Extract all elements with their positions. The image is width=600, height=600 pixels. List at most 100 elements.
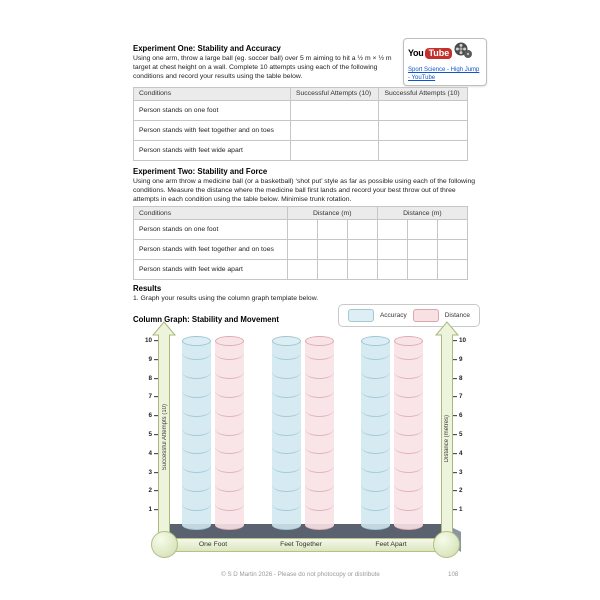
y-axis-tick: 8 — [133, 375, 158, 382]
column-cap — [394, 336, 423, 346]
distance-results-table: Conditions Distance (m) Distance (m) Per… — [133, 206, 469, 281]
input-cell — [406, 259, 438, 281]
table-row: Person stands with feet wide apart — [133, 259, 469, 281]
input-cell — [436, 219, 469, 241]
youtube-video-link[interactable]: Sport Science - High Jump - YouTube — [408, 67, 480, 82]
input-cell — [346, 239, 378, 261]
y-axis-tick: 3 — [133, 469, 158, 476]
table-header-row: Conditions Distance (m) Distance (m) — [133, 206, 469, 221]
input-cell — [406, 239, 438, 261]
condition-label: Person stands with feet wide apart — [133, 259, 288, 281]
results-title: Results — [133, 284, 162, 294]
y-axis-tick: 6 — [133, 412, 158, 419]
graph-column-distance — [305, 336, 334, 532]
table-row: Person stands with feet wide apart — [133, 139, 468, 161]
table-row: Person stands on one foot — [133, 219, 469, 241]
footer-copyright: © S D Martin 2026 - Please do not photoc… — [221, 571, 380, 578]
input-cell — [289, 99, 380, 121]
x-axis-label: One Foot — [198, 541, 228, 548]
legend-label-distance: Distance — [444, 312, 470, 319]
input-cell — [346, 219, 378, 241]
graph-column-accuracy — [272, 336, 301, 532]
graph-legend: Accuracy Distance — [337, 304, 480, 327]
experiment-two-title: Experiment Two: Stability and Force — [133, 166, 268, 176]
youtube-logo: You Tube — [408, 42, 482, 64]
column-body — [182, 341, 211, 530]
y-axis-tick: 5 — [453, 431, 463, 438]
table-row: Person stands with feet together and on … — [133, 119, 468, 141]
table-row: Person stands with feet together and on … — [133, 239, 469, 261]
y-axis-tick: 2 — [133, 487, 158, 494]
input-cell — [378, 139, 468, 161]
distance-header-1: Distance (m) — [286, 206, 378, 221]
y-axis-tick: 9 — [133, 356, 158, 363]
y-axis-tick: 5 — [133, 431, 158, 438]
y-axis-tick: 1 — [453, 506, 463, 513]
y-axis-tick: 10 — [453, 337, 466, 344]
conditions-header: Conditions — [133, 206, 288, 221]
input-cell — [406, 219, 438, 241]
input-cell — [436, 239, 469, 261]
y-axis-tick: 7 — [133, 393, 158, 400]
column-body — [361, 341, 390, 530]
table-row: Person stands on one foot — [133, 99, 468, 121]
table-header-row: Conditions Successful Attempts (10) Succ… — [133, 86, 468, 101]
condition-label: Person stands on one foot — [133, 99, 291, 121]
attempts-header-2: Successful Attempts (10) — [378, 86, 468, 101]
y-axis-tick: 3 — [453, 469, 463, 476]
column-body — [272, 341, 301, 530]
input-cell — [376, 239, 408, 261]
results-step1: 1. Graph your results using the column g… — [133, 295, 319, 303]
input-cell — [286, 259, 318, 281]
y-axis-tick: 9 — [453, 356, 463, 363]
y-axis-tick: 8 — [453, 375, 463, 382]
input-cell — [376, 259, 408, 281]
column-cap — [305, 336, 334, 346]
column-graph-template: One Foot Feet Together Feet Apart Succes… — [133, 320, 480, 566]
graph-title: Column Graph: Stability and Movement — [133, 315, 279, 324]
axis-joint-ball — [151, 531, 178, 558]
experiment-two-description: Using one arm throw a medicine ball (or … — [133, 177, 476, 203]
y-axis-tick: 10 — [133, 337, 158, 344]
y-axis-tick: 2 — [453, 487, 463, 494]
film-reel-icon — [454, 42, 473, 64]
column-cap — [361, 336, 390, 346]
input-cell — [376, 219, 408, 241]
legend-swatch-distance — [412, 309, 439, 322]
worksheet-content: Experiment One: Stability and Accuracy U… — [133, 44, 480, 303]
graph-heading-row: Column Graph: Stability and Movement Acc… — [133, 304, 480, 327]
condition-label: Person stands on one foot — [133, 219, 288, 241]
column-cap — [272, 336, 301, 346]
y-axis-arrow-left-icon — [151, 321, 177, 549]
column-body — [394, 341, 423, 530]
accuracy-results-table: Conditions Successful Attempts (10) Succ… — [133, 86, 468, 161]
input-cell — [316, 259, 348, 281]
condition-label: Person stands with feet wide apart — [133, 139, 291, 161]
input-cell — [378, 119, 468, 141]
youtube-logo-you: You — [408, 48, 424, 58]
axis-joint-ball — [433, 531, 460, 558]
left-axis-title: Successful Attempts (10) — [161, 404, 168, 471]
graph-column-distance — [215, 336, 244, 532]
column-cap — [182, 336, 211, 346]
youtube-link-box: You Tube Sport Science - High Jump - You… — [403, 38, 487, 87]
x-axis-label: Feet Together — [280, 541, 322, 548]
y-axis-tick: 7 — [453, 393, 463, 400]
attempts-header-1: Successful Attempts (10) — [289, 86, 380, 101]
input-cell — [286, 219, 318, 241]
distance-header-2: Distance (m) — [376, 206, 469, 221]
y-axis-arrow-right-icon — [434, 321, 460, 549]
right-axis-title: Distance (metres) — [443, 415, 450, 463]
graph-column-accuracy — [182, 336, 211, 532]
experiment-one-title: Experiment One: Stability and Accuracy — [133, 44, 281, 53]
graph-column-distance — [394, 336, 423, 532]
page-number: 108 — [448, 571, 459, 578]
input-cell — [316, 219, 348, 241]
input-cell — [289, 139, 380, 161]
y-axis-tick: 6 — [453, 412, 463, 419]
experiment-one-description: Using one arm, throw a large ball (eg. s… — [133, 55, 392, 81]
y-axis-tick: 4 — [133, 450, 158, 457]
input-cell — [316, 239, 348, 261]
conditions-header: Conditions — [133, 86, 291, 101]
